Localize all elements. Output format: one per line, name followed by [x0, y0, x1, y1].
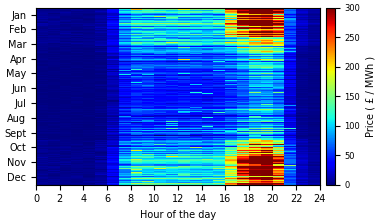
Y-axis label: Price ( £ / MWh ): Price ( £ / MWh ): [366, 56, 376, 137]
X-axis label: Hour of the day: Hour of the day: [140, 210, 216, 220]
